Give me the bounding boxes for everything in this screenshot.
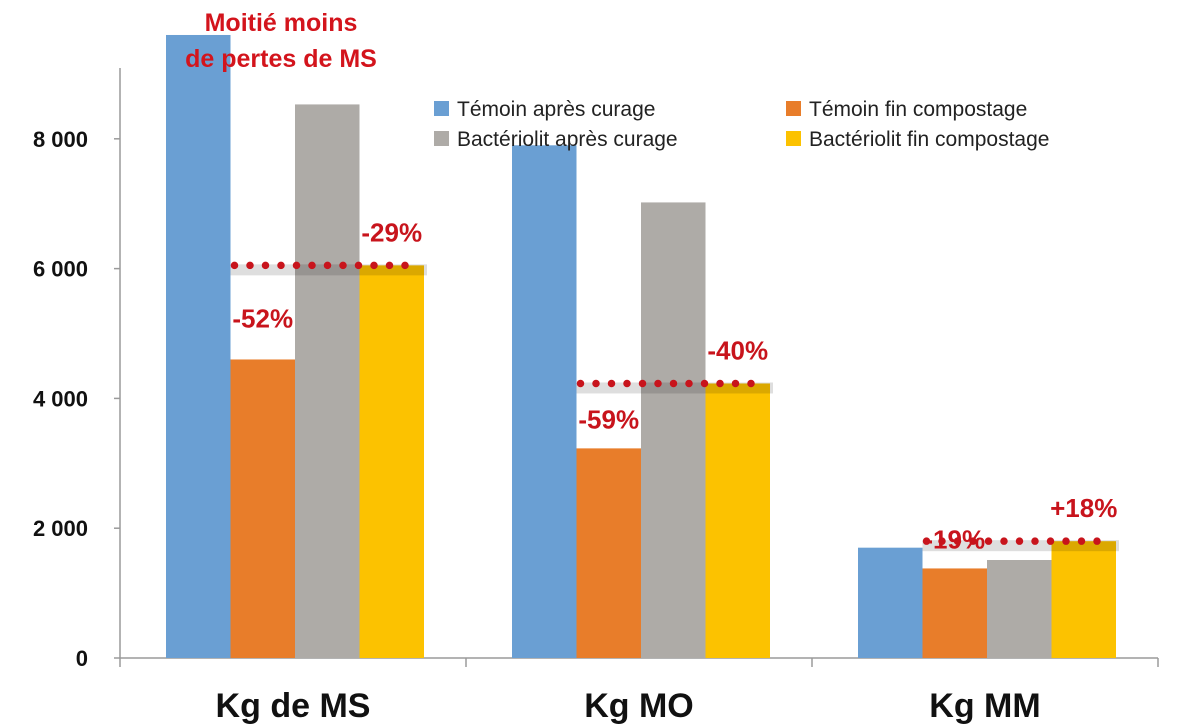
bar [295, 104, 360, 658]
headline-line-2: de pertes de MS [185, 45, 377, 73]
bar [858, 547, 923, 658]
percent-label: -29% [361, 217, 422, 247]
bar [922, 568, 987, 658]
y-tick-label: 0 [76, 646, 88, 671]
y-tick-label: 6 000 [33, 257, 88, 282]
bar [166, 34, 231, 658]
legend-swatch [434, 131, 449, 146]
percent-label: -52% [232, 303, 293, 333]
legend-swatch [786, 101, 801, 116]
bar [576, 448, 641, 658]
bar [359, 265, 424, 658]
ref-line-shadow [230, 264, 427, 276]
legend: Témoin après curage Témoin fin compostage… [434, 98, 1049, 151]
ref-line-shadow [576, 382, 773, 394]
x-category-label: Kg MM [929, 687, 1040, 725]
x-category-label: Kg MO [584, 687, 694, 725]
bar [705, 383, 770, 658]
percent-label: -40% [707, 335, 768, 365]
percent-label: -19% [924, 524, 985, 554]
percent-label: -59% [578, 404, 639, 434]
axes: 0 2 000 4 000 6 000 8 000 Kg de MS Kg MO Kg MM [33, 68, 1159, 725]
bar [641, 202, 706, 658]
ref-line-shadow [922, 540, 1119, 552]
headline-line-1: Moitié moins [205, 9, 358, 37]
legend-label: Témoin fin compostage [809, 98, 1027, 121]
percent-label: +18% [1050, 493, 1117, 523]
legend-label: Témoin après curage [457, 98, 655, 121]
legend-label: Bactériolit fin compostage [809, 128, 1049, 151]
chart-headline: Moitié moins de pertes de MS [185, 9, 377, 73]
y-tick-label: 2 000 [33, 516, 88, 541]
bar [987, 560, 1052, 658]
bar [230, 359, 295, 658]
y-tick-label: 8 000 [33, 127, 88, 152]
bars [166, 34, 1116, 658]
legend-label: Bactériolit après curage [457, 128, 678, 151]
bar [512, 145, 577, 658]
bar [1051, 541, 1116, 658]
x-category-label: Kg de MS [216, 687, 371, 725]
y-tick-label: 4 000 [33, 386, 88, 411]
legend-swatch [434, 101, 449, 116]
legend-swatch [786, 131, 801, 146]
annotations: -52% -29% -59% -40% -19% +18% [230, 217, 1119, 554]
